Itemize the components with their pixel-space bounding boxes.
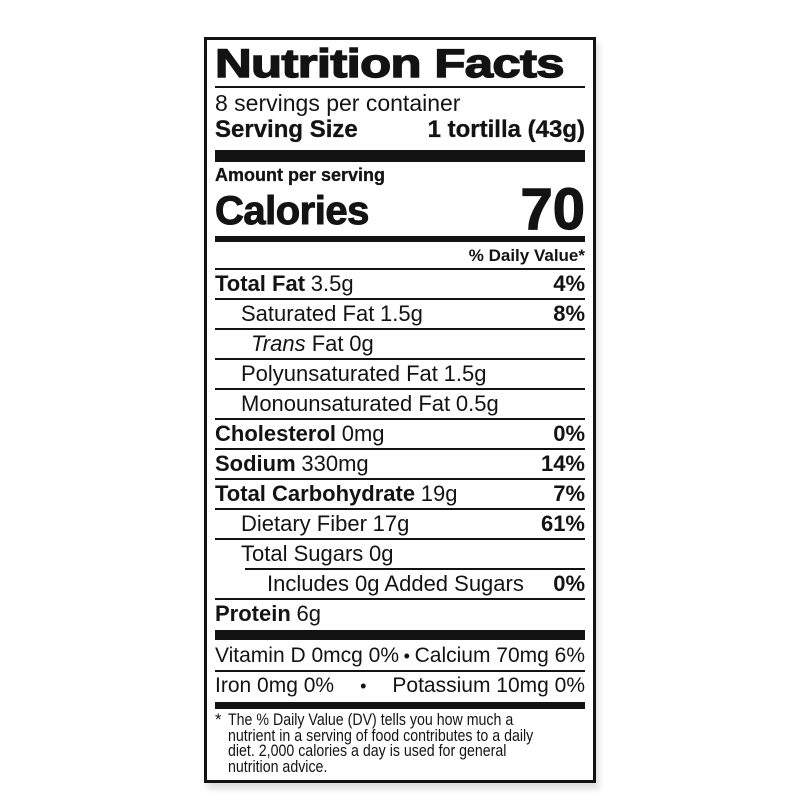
row-divider bbox=[215, 328, 585, 330]
nutrient-daily-value: 8% bbox=[553, 301, 585, 326]
micronutrient-row: Vitamin D 0mcg 0% • Calcium 70mg 6% bbox=[215, 642, 585, 670]
nutrient-name: Total Fat bbox=[215, 271, 306, 296]
nutrient-amount: 19g bbox=[420, 481, 458, 506]
nutrient-left: Dietary Fiber 17g bbox=[241, 511, 541, 537]
nutrient-name: Total Carbohydrate bbox=[215, 481, 416, 506]
section-bar-protein bbox=[215, 630, 585, 640]
row-divider bbox=[215, 448, 585, 450]
nutrient-row: Includes 0g Added Sugars 0% bbox=[215, 570, 585, 598]
row-divider bbox=[215, 418, 585, 420]
nutrient-name: Sodium bbox=[215, 451, 296, 476]
nutrient-amount: 330mg bbox=[301, 451, 369, 476]
serving-size-label: Serving Size bbox=[215, 116, 358, 143]
nutrient-name: Dietary Fiber bbox=[241, 511, 367, 536]
nutrient-left: Monounsaturated Fat 0.5g bbox=[241, 391, 585, 417]
nutrient-left: Protein 6g bbox=[215, 601, 585, 627]
calories-row: Calories 70 bbox=[215, 177, 586, 242]
nutrient-row: Saturated Fat 1.5g 8% bbox=[215, 300, 585, 328]
nutrient-daily-value: 4% bbox=[553, 271, 585, 296]
nutrient-left: Total Sugars 0g bbox=[241, 541, 585, 567]
nutrient-name: Protein bbox=[215, 601, 291, 626]
nutrient-left: Includes 0g Added Sugars bbox=[267, 571, 553, 597]
serving-size-value: 1 tortilla (43g) bbox=[427, 116, 585, 143]
footnote-asterisk: * bbox=[215, 711, 222, 729]
nutrient-amount: 1.5g bbox=[443, 361, 487, 386]
row-divider bbox=[215, 358, 585, 360]
row-divider bbox=[215, 598, 585, 600]
section-bar-calories bbox=[215, 236, 585, 242]
nutrient-left: Total Fat 3.5g bbox=[215, 271, 553, 297]
row-divider bbox=[215, 538, 585, 540]
nutrient-left: Polyunsaturated Fat 1.5g bbox=[241, 361, 585, 387]
nutrient-amount: 6g bbox=[296, 601, 321, 626]
row-divider bbox=[215, 478, 585, 480]
nutrient-amount: 3.5g bbox=[310, 271, 354, 296]
nutrition-facts-label: Nutrition Facts 8 servings per container… bbox=[204, 37, 596, 783]
micronutrient-rows: Vitamin D 0mcg 0% • Calcium 70mg 6% Iron… bbox=[215, 642, 585, 700]
nutrient-name: Polyunsaturated Fat bbox=[241, 361, 438, 386]
nutrient-row: Total Fat 3.5g 4% bbox=[215, 270, 585, 298]
row-divider bbox=[215, 388, 585, 390]
nutrient-amount: 0g bbox=[349, 331, 374, 356]
bullet-separator-icon: • bbox=[360, 675, 367, 696]
nutrient-daily-value: 0% bbox=[553, 571, 585, 596]
row-divider bbox=[215, 508, 585, 510]
title-divider bbox=[215, 86, 585, 88]
row-divider bbox=[215, 268, 585, 270]
nutrient-name: Cholesterol bbox=[215, 421, 337, 446]
micronutrient-right: Calcium 70mg 6% bbox=[414, 644, 585, 667]
micronutrient-left: Iron 0mg 0% bbox=[215, 674, 335, 697]
row-divider bbox=[245, 568, 585, 570]
nutrient-rows: Total Fat 3.5g 4% Saturated Fat 1.5g 8% Tr… bbox=[215, 268, 585, 628]
footnote: * The % Daily Value (DV) tells you how m… bbox=[215, 711, 585, 776]
nutrient-row: Sodium 330mg 14% bbox=[215, 450, 585, 478]
micronutrient-row: Iron 0mg 0% • Potassium 10mg 0% bbox=[215, 672, 585, 700]
nutrient-amount: 17g bbox=[372, 511, 410, 536]
nutrient-daily-value: 14% bbox=[540, 451, 585, 476]
nutrient-row: Monounsaturated Fat 0.5g bbox=[215, 390, 585, 418]
micronutrient-left: Vitamin D 0mcg 0% bbox=[215, 644, 400, 667]
nutrient-row: Protein 6g bbox=[215, 600, 585, 628]
nutrient-row: Dietary Fiber 17g 61% bbox=[215, 510, 585, 538]
amount-per-serving-label: Amount per serving bbox=[215, 165, 386, 185]
nutrient-left: Saturated Fat 1.5g bbox=[241, 301, 553, 327]
row-divider bbox=[215, 298, 585, 300]
nutrient-row: Polyunsaturated Fat 1.5g bbox=[215, 360, 585, 388]
nutrient-daily-value: 0% bbox=[553, 421, 585, 446]
calories-label: Calories bbox=[215, 189, 370, 234]
bullet-separator-icon: • bbox=[403, 645, 410, 666]
nutrient-left: Trans Fat 0g bbox=[251, 331, 585, 357]
micronutrient-right: Potassium 10mg 0% bbox=[392, 674, 585, 697]
section-bar-micronutrients bbox=[215, 702, 585, 709]
nutrient-amount: 1.5g bbox=[380, 301, 423, 326]
nutrient-row: Total Sugars 0g bbox=[215, 540, 585, 568]
nutrient-name: Includes 0g Added Sugars bbox=[267, 571, 524, 596]
nutrient-amount: 0.5g bbox=[455, 391, 499, 416]
label-title: Nutrition Facts bbox=[214, 42, 585, 86]
section-bar-top bbox=[215, 150, 585, 162]
nutrient-amount: 0g bbox=[369, 541, 394, 566]
calories-value: 70 bbox=[520, 177, 586, 242]
footnote-text: The % Daily Value (DV) tells you how muc… bbox=[228, 711, 534, 776]
nutrient-row: Cholesterol 0mg 0% bbox=[215, 420, 585, 448]
nutrient-left: Cholesterol 0mg bbox=[215, 421, 553, 447]
servings-per-container: 8 servings per container bbox=[215, 90, 461, 116]
nutrient-name: Monounsaturated Fat bbox=[241, 391, 451, 416]
nutrient-left: Total Carbohydrate 19g bbox=[215, 481, 553, 507]
daily-value-header: % Daily Value* bbox=[468, 246, 585, 265]
nutrient-name-suffix: Fat bbox=[305, 331, 344, 356]
nutrient-daily-value: 61% bbox=[540, 511, 585, 536]
nutrient-row: Total Carbohydrate 19g 7% bbox=[215, 480, 585, 508]
nutrient-amount: 0mg bbox=[341, 421, 385, 446]
nutrient-left: Sodium 330mg bbox=[215, 451, 541, 477]
nutrient-name: Saturated Fat bbox=[241, 301, 375, 326]
nutrient-row: Trans Fat 0g bbox=[215, 330, 585, 358]
label-title-text: Nutrition Facts bbox=[214, 42, 565, 86]
row-divider bbox=[215, 670, 585, 672]
nutrient-name: Trans bbox=[251, 331, 306, 356]
nutrient-name: Total Sugars bbox=[241, 541, 364, 566]
nutrient-daily-value: 7% bbox=[553, 481, 585, 506]
serving-size-row: Serving Size 1 tortilla (43g) bbox=[215, 116, 585, 143]
